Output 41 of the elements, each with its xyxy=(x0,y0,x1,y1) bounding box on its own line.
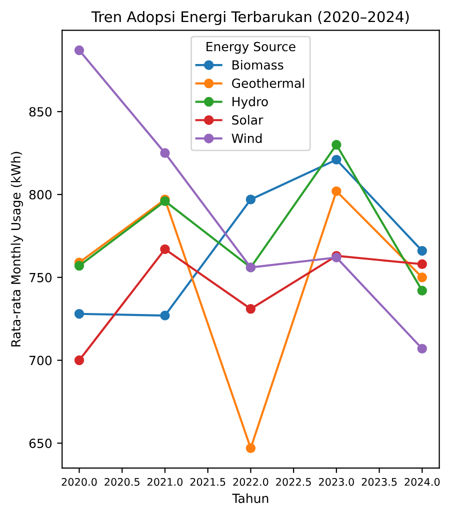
y-tick-label: 750 xyxy=(30,272,52,282)
point xyxy=(417,246,428,256)
y-axis-title: Rata-rata Monthly Usage (kWh) xyxy=(10,152,23,346)
x-tick-label: 2023.5 xyxy=(362,478,397,486)
point xyxy=(246,194,256,204)
point xyxy=(74,309,84,319)
x-tick-label: 2022.5 xyxy=(276,478,311,486)
point xyxy=(160,310,170,320)
point xyxy=(417,272,428,282)
legend-label: Geothermal xyxy=(232,78,304,88)
x-tick-label: 2023.0 xyxy=(318,478,354,486)
legend-label: Wind xyxy=(232,133,262,144)
legend-label: Hydro xyxy=(232,96,268,109)
point xyxy=(332,154,342,165)
point xyxy=(160,148,170,158)
legend-label: Solar xyxy=(232,115,264,125)
y-tick-label: 800 xyxy=(29,190,52,200)
x-tick-label: 2020.5 xyxy=(104,478,140,486)
point xyxy=(417,344,428,354)
point xyxy=(417,259,428,269)
legend-title: Energy Source xyxy=(206,42,296,54)
x-tick-label: 2024.0 xyxy=(404,478,440,486)
y-tick-label: 850 xyxy=(29,107,52,117)
point xyxy=(74,45,84,56)
x-tick-label: 2022.0 xyxy=(233,478,268,486)
x-tick-label: 2021.0 xyxy=(148,478,183,486)
point xyxy=(74,260,84,271)
legend-label: Biomass xyxy=(232,60,284,70)
point xyxy=(160,244,170,254)
y-tick-label: 700 xyxy=(30,356,52,366)
chart-title: Tren Adopsi Energi Terbarukan (2020–2024) xyxy=(91,10,409,26)
y-tick-label: 650 xyxy=(29,438,52,448)
x-axis-title: Tahun xyxy=(232,493,268,504)
x-tick-label: 2021.5 xyxy=(190,478,226,486)
point xyxy=(417,286,428,296)
point xyxy=(332,140,342,150)
point xyxy=(246,443,256,454)
x-tick-label: 2020.0 xyxy=(62,478,97,486)
point xyxy=(332,186,342,196)
point xyxy=(246,304,256,314)
point xyxy=(74,355,84,366)
